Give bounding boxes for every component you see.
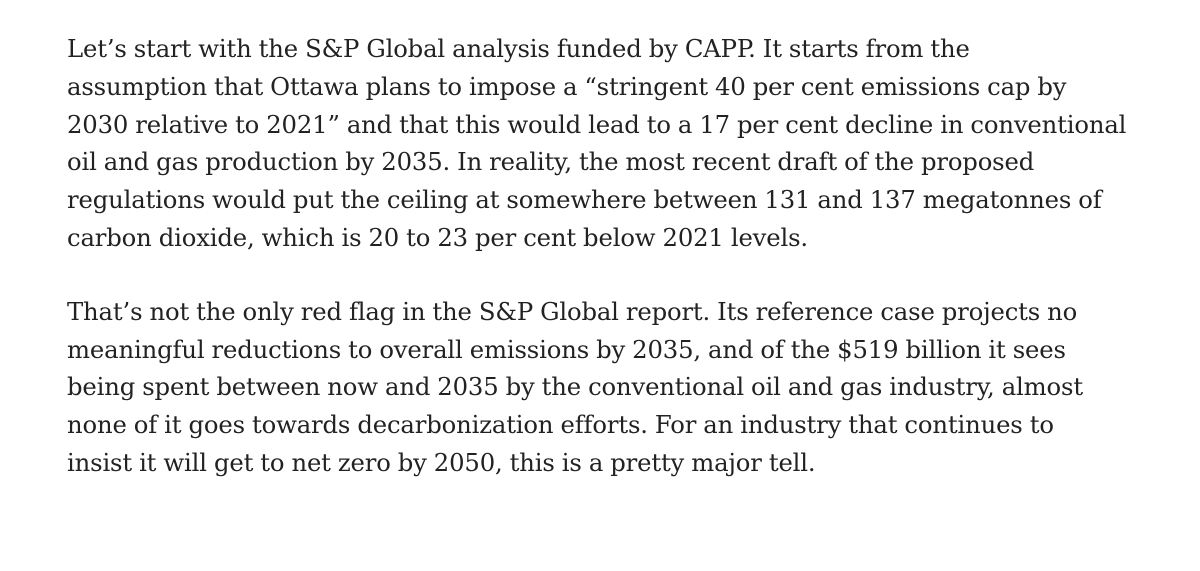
article-body: Let’s start with the S&P Global analysis… [67,30,1177,482]
text-line: being spent between now and 2035 by the … [67,372,1083,402]
text-line: Let’s start with the S&P Global analysis… [67,34,970,63]
text-line: 2030 relative to 2021” and that this wou… [67,109,1127,139]
text-line: insist it will get to net zero by 2050, … [67,447,816,477]
text-line: oil and gas production by 2035. In reali… [67,147,1035,177]
text-line: regulations would put the ceiling at som… [67,185,1102,215]
text-line: assumption that Ottawa plans to impose a… [67,71,1067,101]
text-line: That’s not the only red flag in the S&P … [67,296,1078,326]
text-line: none of it goes towards decarbonization … [67,410,1054,440]
text-line: carbon dioxide, which is 20 to 23 per ce… [67,222,808,252]
paragraph-2: That’s not the only red flag in the S&P … [67,293,1177,482]
text-line: meaningful reductions to overall emissio… [67,334,1066,364]
paragraph-1: Let’s start with the S&P Global analysis… [67,30,1177,257]
